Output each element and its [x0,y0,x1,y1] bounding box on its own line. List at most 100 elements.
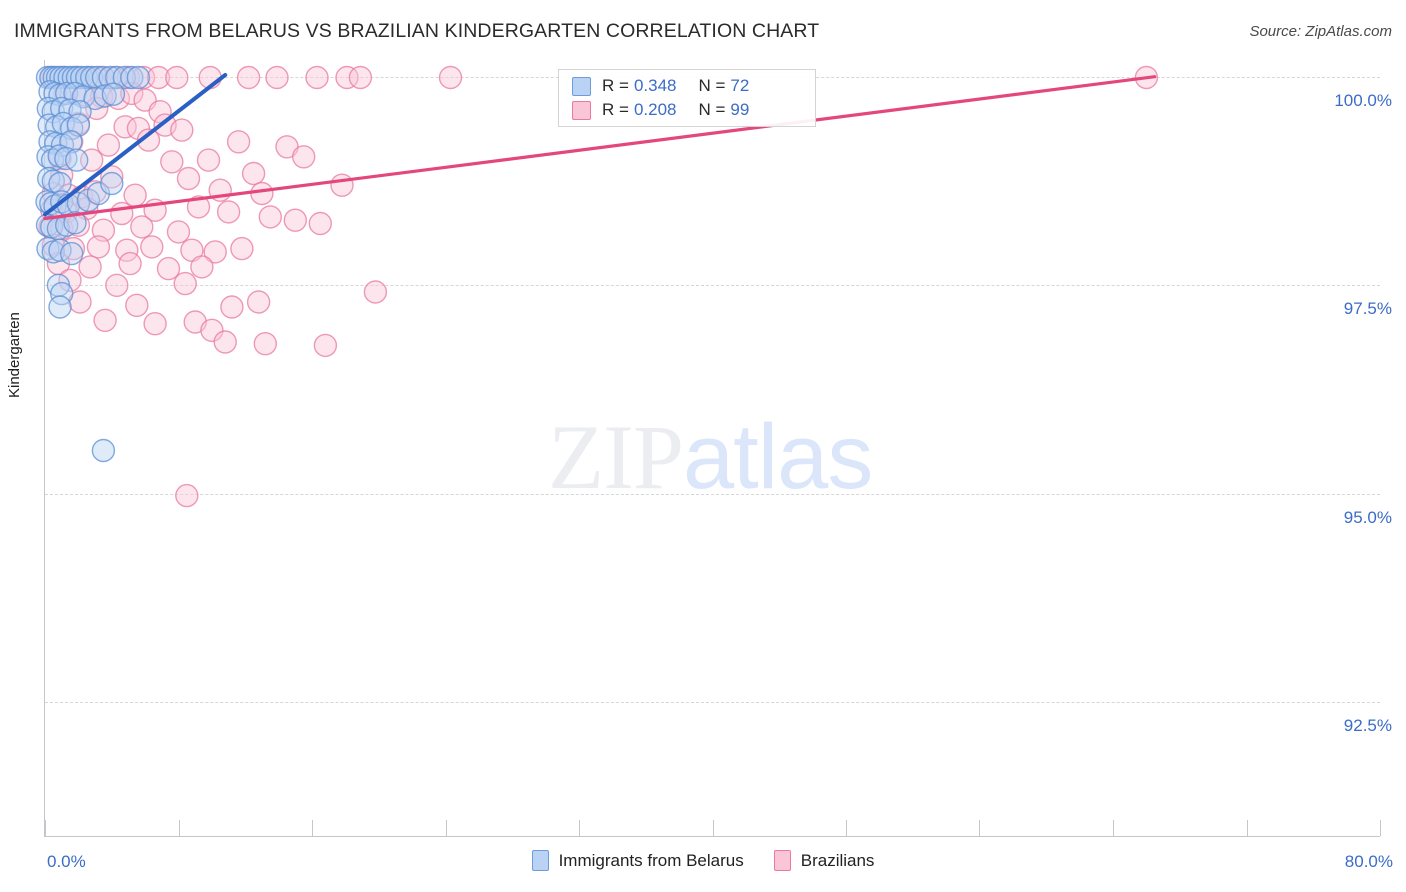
data-point [126,116,151,141]
stats-r-label-belarus: R = [602,76,629,95]
gridline [45,702,1380,704]
x-axis-tick [45,820,46,836]
legend-item-brazilians[interactable]: Brazilians [773,850,875,871]
legend-swatch-belarus [531,850,549,871]
x-axis-tick [179,820,180,836]
data-point [308,211,332,236]
x-axis-tick [1247,820,1248,836]
legend-item-belarus[interactable]: Immigrants from Belarus [531,850,744,871]
data-point [47,144,71,168]
stats-n-label-brazilians: N = [698,100,726,119]
legend-label-brazilians: Brazilians [800,850,875,870]
stats-n-value-brazilians: 99 [730,100,750,119]
data-point [93,84,117,108]
data-point [54,213,79,237]
page-title: IMMIGRANTS FROM BELARUS VS BRAZILIAN KIN… [14,20,820,42]
stats-r-value-belarus: 0.348 [633,76,677,95]
x-axis-tick [579,820,580,836]
data-point [73,83,97,107]
trendline-belarus [43,73,228,217]
data-point [66,111,91,136]
data-point [41,240,65,264]
x-axis-line [44,836,1380,837]
data-point [68,99,92,124]
data-point [83,180,107,204]
stats-swatch-belarus [572,76,591,96]
legend-label-belarus: Immigrants from Belarus [558,850,744,870]
data-point [36,236,60,261]
x-axis-tick [846,820,847,836]
data-point [50,163,74,187]
data-point [41,99,65,124]
y-axis-tick-label: 92.5% [1343,716,1392,736]
data-point [156,256,181,281]
data-point [246,290,271,314]
data-point [118,251,142,276]
data-point [76,188,101,212]
data-point [64,148,89,172]
data-point [63,210,87,235]
data-point [50,216,74,241]
x-axis-tick [1380,820,1381,836]
data-point [46,251,71,276]
stats-swatch-brazilians [572,100,591,120]
data-point [41,169,65,193]
data-point [54,81,79,106]
stats-r-label-brazilians: R = [602,100,629,119]
data-point [91,218,116,242]
data-point [56,183,81,207]
data-point [37,166,61,191]
data-point [166,220,191,244]
data-point [59,241,84,266]
data-point [50,96,74,121]
data-point [38,79,62,104]
data-point [183,310,207,334]
data-point [54,146,78,171]
data-point [283,208,307,232]
data-point [173,271,197,296]
data-point [46,216,71,241]
data-point [143,312,167,336]
data-point [136,128,161,152]
data-point [43,194,67,218]
data-point [140,235,164,259]
data-point [66,191,91,216]
data-point [200,318,224,342]
legend-swatch-brazilians [773,850,791,871]
data-point [43,81,67,106]
stats-n-label-belarus: N = [698,76,726,95]
data-point [36,96,60,121]
x-axis-tick [713,820,714,836]
data-point [38,130,62,154]
data-point [58,268,82,292]
data-point [59,130,84,154]
data-point [89,84,114,109]
series-legend: Immigrants from Belarus Brazilians [0,850,1406,871]
data-point [100,171,124,196]
data-point [250,181,274,206]
data-point [176,166,201,191]
x-axis-tick [979,820,980,836]
data-point [48,171,72,196]
watermark-primary: ZIP [548,406,684,508]
stats-row-belarus: R = 0.348 N = 72 [572,74,749,98]
y-axis-tick-label: 100.0% [1334,90,1392,110]
data-point [160,150,184,174]
data-point [110,201,134,226]
data-point [175,483,199,508]
data-point [59,116,84,141]
data-point [93,308,117,332]
data-point [86,181,111,206]
data-point [106,86,131,111]
data-point [56,193,81,217]
data-point [45,115,69,139]
data-point [51,111,76,136]
data-point [41,233,65,257]
data-point [203,240,227,264]
y-axis-line [44,60,45,836]
data-point [101,82,126,106]
stats-r-value-brazilians: 0.208 [633,100,677,119]
data-point [125,293,149,317]
data-point [50,190,74,214]
